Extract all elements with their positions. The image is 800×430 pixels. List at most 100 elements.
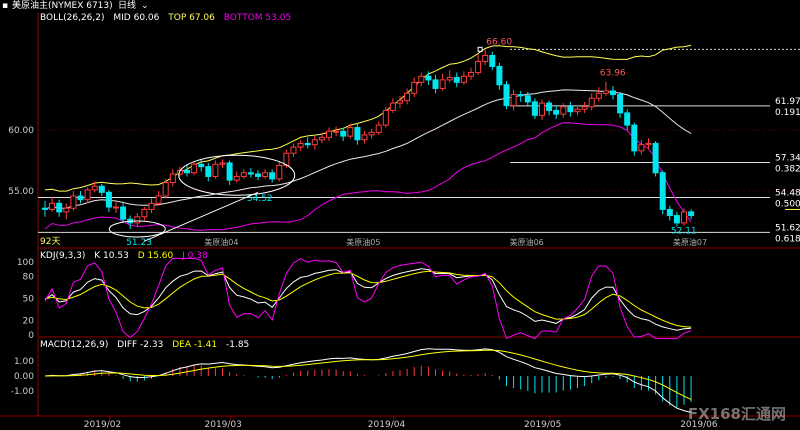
boll-top-line: [44, 44, 692, 192]
candle-body: [326, 130, 332, 138]
watermark: FX168汇通网: [687, 405, 786, 423]
contract-label: 美原油05: [346, 237, 380, 247]
contract-label: 美原油06: [510, 237, 544, 247]
kdj-j-line: [44, 257, 692, 340]
boll-bottom: BOTTOM 53.05: [223, 13, 292, 23]
date-label: 2019/05: [524, 420, 561, 430]
chevron-down-icon[interactable]: ⌄: [141, 1, 149, 11]
candle-body: [432, 79, 439, 89]
candle-body: [84, 189, 91, 201]
kdj-k-line: [44, 268, 692, 331]
candle-body: [425, 75, 432, 81]
fib-price-label: 57.34: [775, 154, 800, 164]
candle-body: [191, 163, 198, 174]
kdj-tick-label: 0: [28, 331, 34, 341]
candle-body: [475, 61, 482, 74]
candle-body: [602, 90, 609, 94]
candle-body: [560, 106, 567, 115]
candle-body: [411, 81, 418, 94]
price-tick-label: 60.00: [8, 126, 34, 136]
low-label: 51.23: [126, 238, 152, 248]
candle-body: [553, 109, 560, 115]
boll-name: BOLL(26,26,2): [40, 13, 105, 23]
candle-body: [631, 124, 638, 152]
candle-body: [588, 97, 595, 108]
low-ellipse: [108, 220, 166, 238]
candle-body: [155, 195, 162, 204]
fib-ratio-label: 0.382: [775, 165, 800, 175]
candle-body: [617, 94, 624, 114]
candle-body: [255, 173, 261, 177]
macd-dea-line: [44, 349, 692, 400]
boll-mid: MID 60.06: [113, 13, 160, 23]
macd: [44, 348, 692, 413]
candle-body: [49, 202, 56, 210]
candle-body: [247, 172, 254, 175]
candle-body: [276, 164, 283, 180]
candle-body: [539, 102, 545, 116]
candle-body: [361, 134, 368, 141]
candle-body: [546, 102, 553, 111]
boll-lines: [44, 44, 692, 231]
candle-body: [70, 195, 77, 209]
period-label[interactable]: 日线: [118, 1, 137, 11]
macd-diff: DIFF -2.33: [117, 340, 164, 350]
candle-body: [468, 72, 474, 77]
macd-tick-label: 0.00: [14, 372, 34, 382]
candle-body: [42, 207, 48, 210]
candle-body: [283, 152, 290, 166]
candle-body: [375, 124, 382, 133]
kdj-tick-label: 50: [23, 295, 35, 305]
candle-body: [645, 142, 652, 146]
candle-body: [581, 106, 588, 110]
candle-body: [269, 172, 276, 180]
candle-body: [446, 76, 453, 81]
candle-body: [510, 94, 517, 107]
macd-dea: DEA -1.41: [172, 340, 218, 350]
kdj-tick-label: 20: [23, 316, 35, 326]
candle-body: [638, 144, 645, 152]
kdj-legend: KDJ(9,3,3) K 10.53 D 15.60 J 0.38: [40, 251, 208, 262]
instrument-icon: ▪: [2, 1, 9, 11]
contract-label: 美原油07: [673, 237, 707, 247]
candle-body: [134, 216, 141, 224]
date-label: 2019/04: [368, 420, 406, 430]
fib-ratio-label: 0.618: [775, 234, 800, 244]
candle-body: [219, 162, 226, 165]
contract-label: 美原油04: [204, 237, 238, 247]
kdj-tick-label: 100: [17, 258, 34, 268]
macd-tick-label: 1.00: [14, 357, 34, 367]
candle-body: [496, 65, 503, 86]
candle-body: [91, 185, 98, 191]
fib-price-label: 61.97: [775, 97, 800, 107]
support-trendline: [144, 191, 259, 242]
candle-body: [382, 109, 389, 126]
candle-body: [666, 208, 673, 217]
candle-body: [404, 92, 411, 102]
macd-diff-line: [44, 348, 692, 413]
candle-body: [681, 211, 687, 224]
macd-legend: MACD(12,26,9) DIFF -2.33 DEA -1.41 -1.85: [40, 340, 249, 351]
kdj-k: K 10.53: [94, 251, 129, 261]
candle-body: [652, 142, 659, 174]
candle-body: [524, 95, 531, 103]
boll-bottom-line: [44, 122, 692, 231]
mark-label: 54.52: [247, 194, 273, 204]
candles: [42, 49, 695, 229]
candle-body: [56, 202, 63, 213]
candle-body: [141, 208, 148, 218]
candle-body: [212, 163, 219, 177]
candle-body: [340, 130, 347, 137]
instrument-title[interactable]: 美原油主(NYMEX 6713): [12, 1, 113, 11]
axis-labels: 60.00 55.00 100 80 50 20 0 1.00 0.00 -1.00 美原油04 美原…: [8, 126, 718, 430]
second-low-label: 52.11: [671, 226, 697, 236]
candle-body: [318, 136, 325, 141]
candle-body: [531, 101, 538, 116]
candle-body: [233, 175, 240, 181]
candle-body: [105, 191, 112, 208]
candle-body: [418, 75, 425, 83]
candle-body: [333, 130, 340, 133]
candle-body: [688, 211, 695, 217]
boll-top: TOP 67.06: [168, 13, 215, 23]
